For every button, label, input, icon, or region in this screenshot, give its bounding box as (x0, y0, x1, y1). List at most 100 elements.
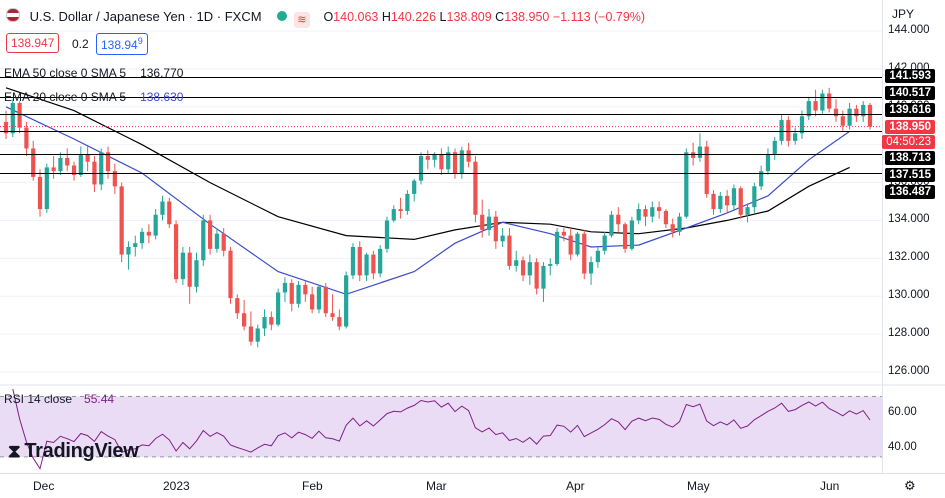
candle-up[interactable] (629, 216, 634, 251)
candle-up[interactable] (486, 209, 492, 236)
candle-up[interactable] (391, 205, 396, 223)
candle-down[interactable] (813, 89, 818, 117)
ema50-legend[interactable]: EMA 50 close 0 SMA 5 136.770 (4, 66, 183, 80)
candle-down[interactable] (337, 309, 342, 331)
candle-down[interactable] (711, 190, 716, 215)
candle-up[interactable] (10, 99, 15, 138)
candle-down[interactable] (833, 99, 839, 122)
candle-up[interactable] (194, 252, 199, 293)
candle-down[interactable] (561, 228, 566, 242)
candle-down[interactable] (371, 250, 376, 280)
candle-down[interactable] (357, 241, 362, 282)
candle-down[interactable] (398, 197, 403, 219)
candle-down[interactable] (65, 148, 70, 172)
buy-price-button[interactable]: 138.949 (96, 33, 148, 55)
candle-down[interactable] (330, 294, 335, 321)
candle-down[interactable] (568, 228, 573, 261)
candle-up[interactable] (799, 110, 805, 139)
candle-up[interactable] (44, 163, 49, 213)
candle-up[interactable] (697, 133, 703, 162)
candle-up[interactable] (806, 97, 811, 121)
candle-down[interactable] (704, 140, 709, 198)
candle-up[interactable] (847, 102, 852, 130)
candles[interactable] (3, 87, 873, 348)
ema20-legend[interactable]: EMA 20 close 0 SMA 5 138.630 (4, 90, 183, 104)
candle-down[interactable] (51, 156, 56, 179)
candle-down[interactable] (17, 101, 22, 134)
candle-up[interactable] (514, 250, 519, 272)
candle-down[interactable] (616, 207, 621, 232)
candle-down[interactable] (738, 186, 743, 219)
candle-down[interactable] (31, 140, 36, 181)
candle-up[interactable] (378, 245, 383, 278)
candle-down[interactable] (725, 190, 730, 213)
candle-down[interactable] (534, 258, 539, 295)
candle-up[interactable] (718, 192, 723, 213)
candle-up[interactable] (745, 203, 750, 223)
candle-down[interactable] (670, 218, 675, 238)
candle-down[interactable] (827, 87, 832, 113)
candle-down[interactable] (221, 228, 226, 257)
candle-down[interactable] (466, 142, 471, 168)
current-price-tag[interactable]: 138.950 (885, 120, 935, 134)
candle-down[interactable] (656, 201, 662, 219)
level-tag-2[interactable]: 140.517 (885, 86, 935, 100)
candle-up[interactable] (126, 241, 131, 270)
candle-down[interactable] (173, 220, 179, 283)
candle-up[interactable] (276, 288, 281, 327)
candle-down[interactable] (643, 205, 648, 227)
candle-down[interactable] (3, 110, 9, 139)
candle-down[interactable] (473, 156, 478, 223)
candle-up[interactable] (255, 324, 260, 348)
candle-down[interactable] (425, 150, 430, 170)
candle-down[interactable] (146, 224, 151, 244)
candle-down[interactable] (289, 279, 294, 312)
visibility-dot-icon[interactable] (277, 11, 288, 21)
horizontal-levels[interactable] (0, 77, 882, 174)
candle-down[interactable] (323, 282, 328, 318)
level-tag-5[interactable]: 137.515 (885, 168, 935, 182)
candle-up[interactable] (446, 146, 451, 174)
candle-up[interactable] (296, 281, 301, 308)
sell-price-button[interactable]: 138.947 (6, 33, 60, 53)
candle-up[interactable] (548, 258, 553, 276)
candle-up[interactable] (201, 214, 206, 266)
candle-up[interactable] (412, 178, 417, 202)
candle-up[interactable] (609, 210, 614, 238)
candle-up[interactable] (541, 262, 546, 302)
candle-up[interactable] (180, 246, 185, 285)
candle-up[interactable] (500, 228, 505, 247)
candle-up[interactable] (861, 101, 866, 122)
candle-up[interactable] (636, 203, 641, 225)
candle-up[interactable] (262, 309, 267, 337)
candle-up[interactable] (595, 246, 600, 268)
level-tag-4[interactable]: 138.713 (885, 151, 935, 165)
candle-up[interactable] (765, 148, 771, 175)
candle-up[interactable] (527, 254, 532, 285)
candle-up[interactable] (58, 152, 63, 175)
candle-down[interactable] (119, 182, 124, 263)
candle-down[interactable] (112, 163, 117, 194)
symbol-header[interactable]: U.S. Dollar / Japanese Yen · 1D · FXCM ≋… (6, 8, 645, 28)
candle-up[interactable] (752, 182, 757, 213)
settings-icon[interactable]: ⚙ (904, 478, 916, 493)
candle-down[interactable] (269, 311, 274, 331)
candle-up[interactable] (350, 243, 356, 280)
rsi-pane[interactable] (0, 384, 945, 470)
candle-down[interactable] (520, 256, 526, 282)
candle-up[interactable] (575, 231, 580, 257)
candle-up[interactable] (820, 89, 825, 115)
candle-down[interactable] (507, 228, 512, 270)
candle-up[interactable] (779, 114, 784, 145)
candle-down[interactable] (622, 222, 628, 253)
candle-down[interactable] (582, 229, 587, 280)
candle-up[interactable] (684, 148, 689, 219)
candle-down[interactable] (187, 246, 192, 304)
level-tag-3[interactable]: 139.616 (885, 103, 935, 117)
candle-up[interactable] (554, 228, 560, 266)
candle-up[interactable] (344, 271, 349, 329)
candle-up[interactable] (282, 277, 288, 302)
rsi-legend[interactable]: RSI 14 close 55.44 (4, 392, 114, 406)
market-status-icon[interactable]: ≋ (293, 12, 310, 28)
